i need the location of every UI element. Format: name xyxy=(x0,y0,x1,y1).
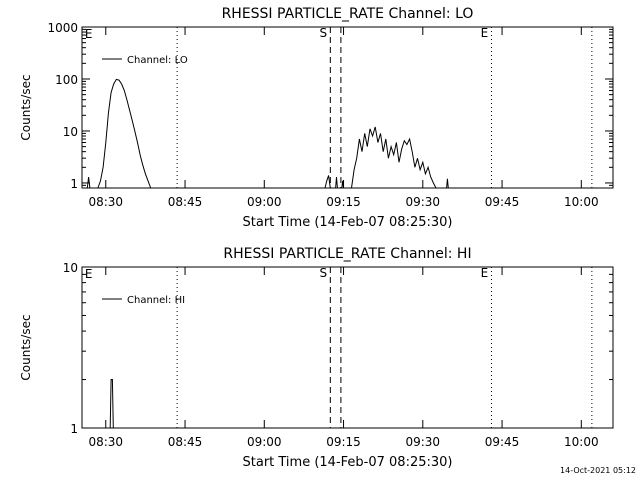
chart1-y-tick-label-1: 10 xyxy=(63,125,78,139)
chart1-series-0-segment-4 xyxy=(341,180,344,189)
chart2-x-tick-label-4: 09:30 xyxy=(405,435,440,449)
chart1-series-0-segment-5 xyxy=(351,126,437,189)
chart2-y-tick-label-1: 10 xyxy=(63,261,78,275)
chart2-corner-label-0: E xyxy=(85,267,93,281)
chart1-series-0-segment-1 xyxy=(97,78,152,189)
chart1-y-tick-label-3: 1000 xyxy=(47,21,78,35)
chart1-x-tick-label-5: 09:45 xyxy=(485,195,520,209)
chart2-y-tick-label-0: 1 xyxy=(70,422,78,436)
chart1-y-axis-label: Counts/sec xyxy=(19,74,33,140)
chart2-marker-label-1: S xyxy=(320,266,328,280)
chart2-y-axis-label: Counts/sec xyxy=(19,314,33,380)
chart2-x-tick-label-5: 09:45 xyxy=(485,435,520,449)
chart2-legend-label: Channel: HI xyxy=(127,295,185,306)
chart1-x-tick-label-3: 09:15 xyxy=(326,195,361,209)
chart2-x-tick-label-3: 09:15 xyxy=(326,435,361,449)
chart2-title: RHESSI PARTICLE_RATE Channel: HI xyxy=(223,246,471,262)
chart1-marker-label-3: E xyxy=(481,26,489,40)
chart2-x-axis-label: Start Time (14-Feb-07 08:25:30) xyxy=(243,455,453,470)
chart1-series-0-segment-2 xyxy=(324,175,331,189)
chart1-legend-label: Channel: LO xyxy=(127,55,188,66)
chart2-plot-frame xyxy=(81,266,614,429)
chart1-series-0-segment-3 xyxy=(335,176,338,189)
chart1-x-axis-label: Start Time (14-Feb-07 08:25:30) xyxy=(243,215,453,230)
chart1-x-tick-label-0: 08:30 xyxy=(88,195,123,209)
chart2-x-tick-label-6: 10:00 xyxy=(564,435,599,449)
chart1-corner-label-0: E xyxy=(85,27,93,41)
chart2-x-tick-label-2: 09:00 xyxy=(247,435,282,449)
chart2-x-tick-label-0: 08:30 xyxy=(88,435,123,449)
chart1-plot-frame xyxy=(81,26,614,189)
chart2-series-0-segment-0 xyxy=(109,379,114,429)
chart1-series-0-segment-6 xyxy=(446,178,449,189)
chart1-title: RHESSI PARTICLE_RATE Channel: LO xyxy=(222,6,474,22)
chart1-x-tick-label-6: 10:00 xyxy=(564,195,599,209)
chart1-x-tick-label-2: 09:00 xyxy=(247,195,282,209)
footer-timestamp: 14-Oct-2021 05:12 xyxy=(560,466,636,475)
chart1-y-tick-label-2: 100 xyxy=(55,73,78,87)
chart2-marker-label-3: E xyxy=(481,266,489,280)
chart1-x-tick-label-4: 09:30 xyxy=(405,195,440,209)
chart1-series-0-segment-0 xyxy=(86,176,91,189)
chart2-x-tick-label-1: 08:45 xyxy=(168,435,203,449)
chart1-y-tick-label-0: 1 xyxy=(70,177,78,191)
chart1-marker-label-1: S xyxy=(320,26,328,40)
chart1-x-tick-label-1: 08:45 xyxy=(168,195,203,209)
